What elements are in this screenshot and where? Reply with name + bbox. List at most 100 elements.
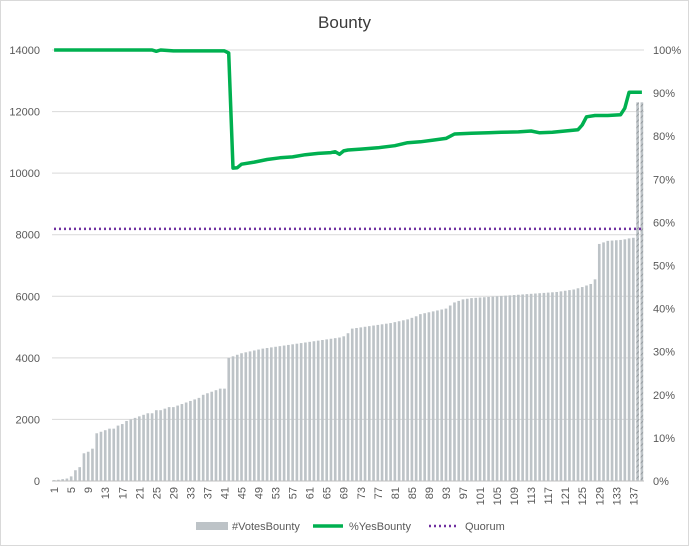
x-tick-label: 73	[356, 487, 368, 499]
bar-votes-89	[427, 312, 431, 481]
y-right-tick-label: 10%	[653, 433, 675, 445]
bar-votes-116	[542, 292, 546, 481]
x-tick-label: 57	[288, 487, 300, 499]
bar-votes-54	[278, 346, 282, 481]
y-right-tick-label: 70%	[653, 174, 675, 186]
bar-votes-119	[555, 291, 559, 481]
x-tick-label: 45	[237, 487, 249, 499]
bar-votes-30	[176, 405, 179, 481]
bar-votes-128	[593, 279, 597, 481]
bar-votes-103	[487, 296, 490, 481]
bar-votes-82	[397, 321, 401, 481]
bar-votes-132	[610, 240, 614, 481]
bar-votes-14	[108, 428, 111, 481]
bar-votes-66	[329, 338, 333, 481]
y-right-tick-label: 20%	[653, 390, 675, 402]
bar-votes-104	[491, 296, 495, 481]
x-tick-label: 9	[83, 487, 95, 493]
bar-votes-3	[61, 479, 64, 481]
bar-votes-129	[597, 243, 601, 481]
bar-votes-44	[235, 354, 239, 481]
chart-title: Bounty	[318, 13, 371, 32]
bar-votes-45	[240, 353, 243, 481]
bar-votes-123	[572, 289, 576, 481]
bar-votes-53	[274, 346, 277, 481]
x-tick-label: 101	[475, 487, 487, 505]
bar-votes-106	[500, 295, 503, 481]
bar-votes-64	[321, 340, 324, 481]
bar-votes-134	[619, 239, 622, 481]
x-tick-label: 13	[100, 487, 112, 499]
x-tick-label: 97	[458, 487, 470, 499]
bar-votes-120	[559, 291, 563, 481]
bar-votes-65	[325, 339, 329, 481]
bar-votes-32	[184, 402, 188, 481]
bar-votes-11	[95, 433, 99, 481]
bar-votes-131	[606, 240, 610, 481]
x-tick-label: 21	[134, 487, 146, 499]
bar-votes-74	[363, 326, 367, 481]
bar-votes-101	[478, 297, 482, 481]
bar-votes-76	[372, 325, 375, 481]
bar-votes-36	[201, 394, 205, 481]
bar-votes-41	[223, 388, 226, 481]
y-right-tick-label: 30%	[653, 347, 675, 359]
bar-votes-5	[69, 476, 73, 481]
y-left-tick-label: 2000	[16, 414, 40, 426]
x-tick-label: 85	[407, 487, 419, 499]
x-tick-label: 113	[526, 487, 538, 505]
bar-votes-114	[534, 293, 537, 481]
y-left-tick-label: 0	[34, 476, 40, 488]
bar-votes-81	[393, 322, 397, 481]
bar-votes-75	[367, 326, 371, 481]
x-tick-label: 53	[271, 487, 283, 499]
bar-votes-109	[512, 295, 516, 481]
y-left-tick-label: 14000	[9, 45, 40, 57]
bar-votes-77	[376, 324, 380, 481]
bar-votes-25	[155, 410, 158, 481]
legend-label: Quorum	[465, 521, 505, 533]
y-left-tick-label: 6000	[16, 291, 40, 303]
bar-votes-18	[125, 420, 128, 481]
bar-series-votes	[52, 102, 644, 481]
x-tick-label: 117	[543, 487, 555, 505]
bar-votes-4	[65, 478, 69, 481]
bar-votes-88	[423, 313, 426, 481]
bar-votes-50	[261, 348, 265, 481]
bar-votes-67	[333, 338, 337, 481]
bar-votes-108	[508, 295, 512, 481]
bar-votes-10	[91, 448, 94, 481]
bar-votes-96	[457, 300, 461, 481]
y-right-tick-label: 0%	[653, 476, 669, 488]
bar-votes-86	[414, 316, 418, 481]
x-tick-label: 33	[185, 487, 197, 499]
bar-votes-49	[257, 349, 260, 481]
x-tick-label: 137	[628, 487, 640, 505]
bar-votes-72	[355, 327, 358, 481]
bar-votes-35	[197, 397, 201, 481]
x-tick-label: 29	[168, 487, 180, 499]
bar-votes-99	[470, 298, 473, 481]
bar-votes-26	[159, 410, 162, 481]
bar-votes-138	[636, 102, 639, 481]
x-tick-label: 133	[611, 487, 623, 505]
bar-votes-69	[342, 336, 346, 481]
bar-votes-78	[380, 324, 384, 481]
bar-votes-110	[517, 294, 520, 481]
bar-votes-37	[206, 393, 209, 481]
x-tick-label: 89	[424, 487, 436, 499]
bar-votes-90	[431, 311, 435, 481]
bar-votes-21	[137, 416, 141, 481]
bar-votes-57	[291, 344, 294, 481]
bar-votes-130	[602, 242, 605, 481]
bar-votes-127	[589, 283, 593, 481]
x-tick-label: 109	[509, 487, 521, 505]
bar-votes-16	[116, 425, 120, 481]
bar-votes-56	[287, 344, 290, 481]
bar-votes-136	[627, 238, 631, 481]
y-right-tick-label: 60%	[653, 217, 675, 229]
bar-votes-6	[74, 470, 77, 481]
bar-votes-124	[576, 288, 580, 481]
bar-votes-95	[453, 302, 456, 481]
